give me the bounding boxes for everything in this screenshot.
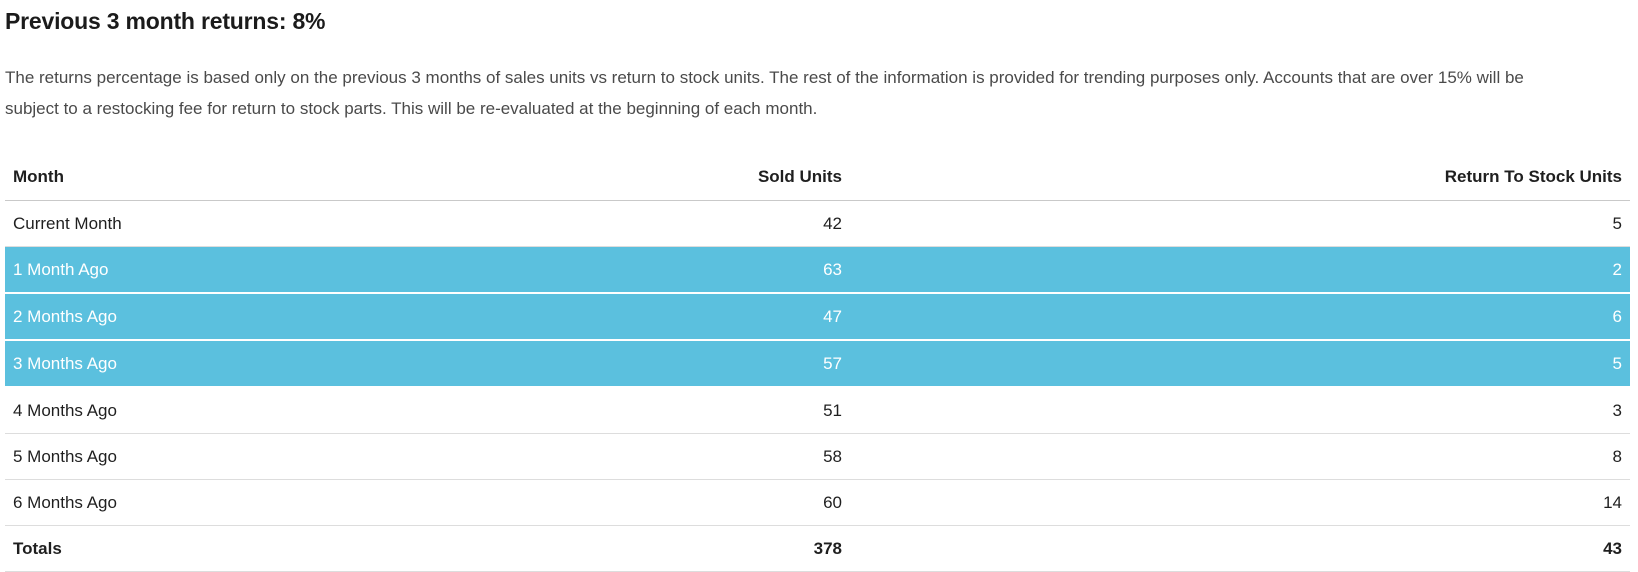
page-title: Previous 3 month returns: 8%	[5, 8, 326, 34]
sold-units-cell: 51	[655, 387, 850, 434]
sold-units-cell: 57	[655, 340, 850, 388]
month-cell: 2 Months Ago	[5, 293, 655, 341]
month-cell: 1 Month Ago	[5, 246, 655, 294]
return-units-cell: 6	[850, 293, 1630, 341]
return-units-cell: 3	[850, 387, 1630, 434]
return-units-cell: 5	[850, 340, 1630, 388]
return-units-cell: 5	[850, 200, 1630, 247]
table-row: 2 Months Ago 47 6	[5, 293, 1630, 341]
return-units-cell: 8	[850, 433, 1630, 480]
month-cell: 5 Months Ago	[5, 433, 655, 480]
table-header: Month Sold Units Return To Stock Units	[5, 153, 1630, 201]
sold-units-cell: 60	[655, 479, 850, 526]
table-row: 1 Month Ago 63 2	[5, 246, 1630, 294]
table-row: Current Month 42 5	[5, 200, 1630, 247]
column-header-return-to-stock-units: Return To Stock Units	[850, 153, 1630, 201]
sold-units-cell: 58	[655, 433, 850, 480]
month-cell: 3 Months Ago	[5, 340, 655, 388]
totals-row: Totals 378 43	[5, 525, 1630, 572]
sold-units-cell: 47	[655, 293, 850, 341]
table-footer: Totals 378 43	[5, 525, 1630, 572]
month-cell: Current Month	[5, 200, 655, 247]
column-header-sold-units: Sold Units	[655, 153, 850, 201]
table-row: 4 Months Ago 51 3	[5, 387, 1630, 434]
header-row: Month Sold Units Return To Stock Units	[5, 153, 1630, 201]
month-cell: 4 Months Ago	[5, 387, 655, 434]
sold-units-cell: 42	[655, 200, 850, 247]
sold-units-cell: 63	[655, 246, 850, 294]
table-row: 5 Months Ago 58 8	[5, 433, 1630, 480]
table-row: 3 Months Ago 57 5	[5, 340, 1630, 388]
table-row: 6 Months Ago 60 14	[5, 479, 1630, 526]
totals-sold-units: 378	[655, 525, 850, 572]
month-cell: 6 Months Ago	[5, 479, 655, 526]
returns-table: Month Sold Units Return To Stock Units C…	[5, 153, 1630, 572]
column-header-month: Month	[5, 153, 655, 201]
return-units-cell: 2	[850, 246, 1630, 294]
totals-return-units: 43	[850, 525, 1630, 572]
return-units-cell: 14	[850, 479, 1630, 526]
totals-label: Totals	[5, 525, 655, 572]
returns-policy-text: The returns percentage is based only on …	[5, 68, 1524, 118]
table-body: Current Month 42 5 1 Month Ago 63 2 2 Months A…	[5, 200, 1630, 526]
